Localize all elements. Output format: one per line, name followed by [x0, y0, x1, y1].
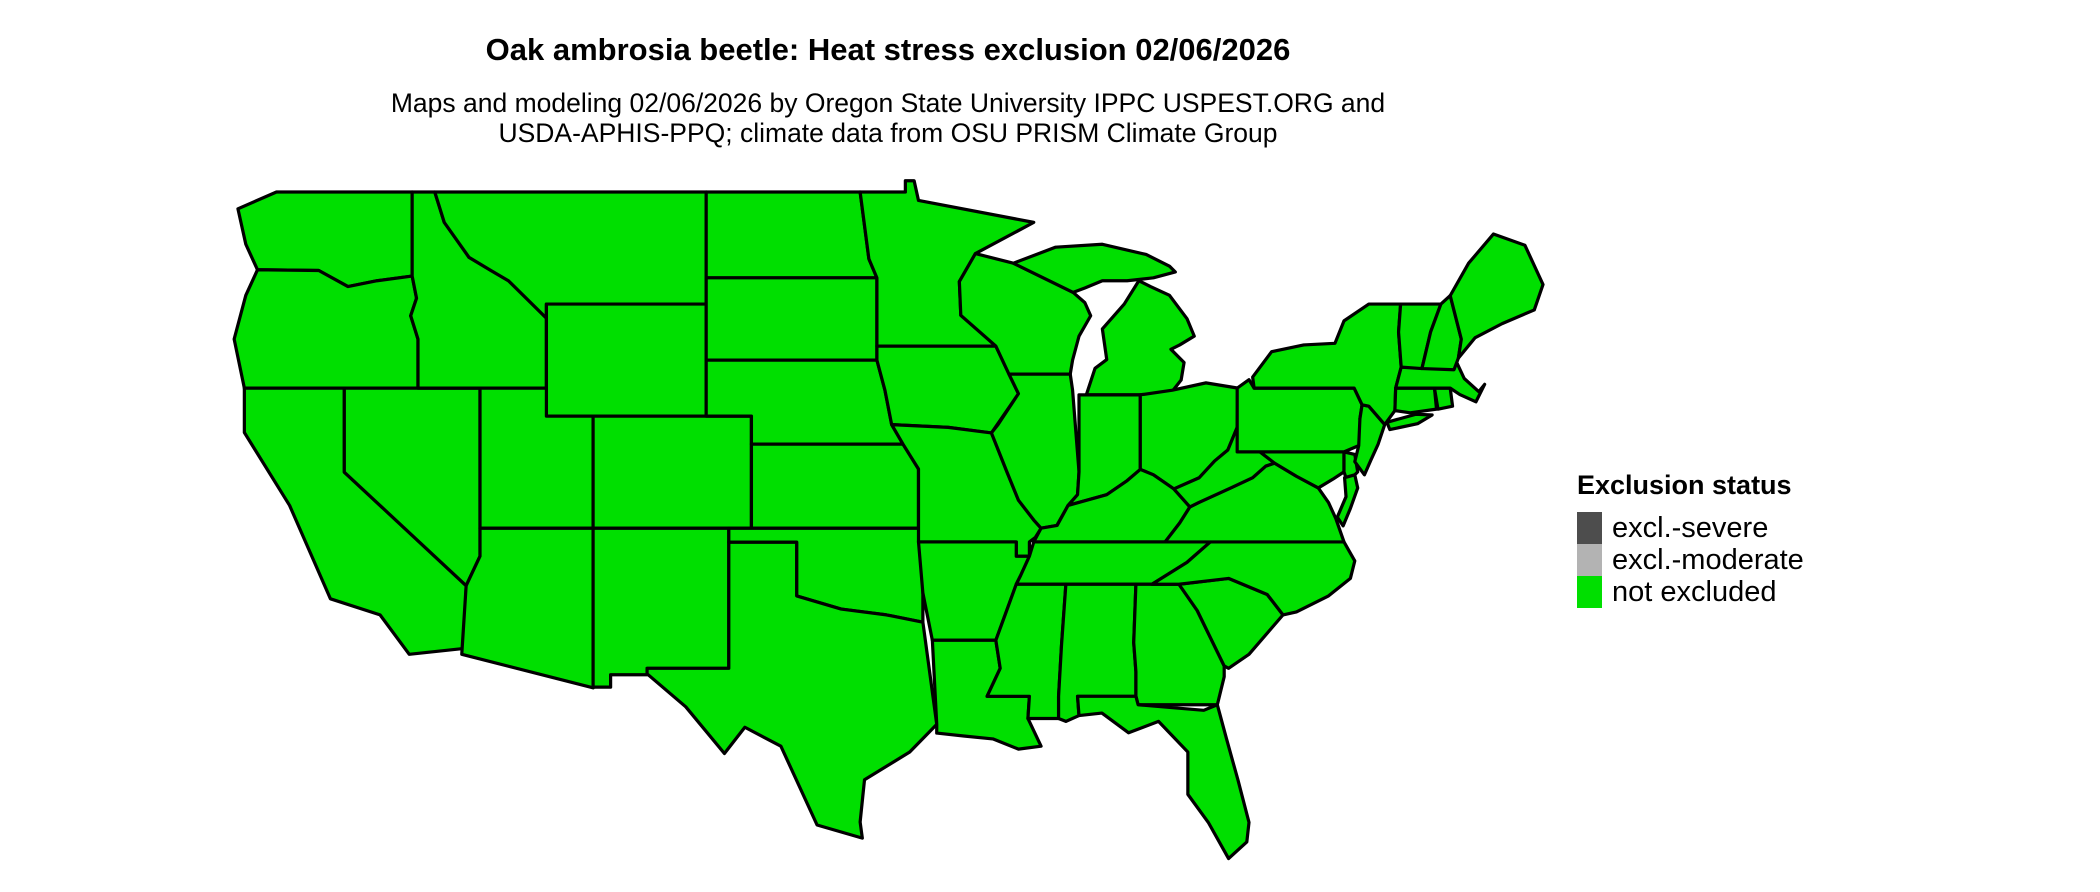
state-nm — [591, 526, 731, 689]
subtitle-line-2: USDA-APHIS-PPQ; climate data from OSU PR… — [498, 118, 1278, 149]
subtitle: Maps and modeling 02/06/2026 by Oregon S… — [180, 88, 1596, 148]
state-mi — [1084, 279, 1196, 397]
legend-row: not excluded — [1577, 576, 1804, 608]
state-fl — [1075, 694, 1251, 861]
state-wy — [544, 302, 708, 418]
state-co — [591, 414, 754, 530]
legend-row: excl.-moderate — [1577, 544, 1804, 576]
legend-label: excl.-moderate — [1612, 544, 1804, 576]
state-pa — [1235, 378, 1370, 454]
legend-heading: Exclusion status — [1577, 470, 1792, 500]
state-nd — [704, 190, 879, 280]
state-tx — [645, 540, 939, 840]
state-ks — [749, 442, 921, 530]
state-me — [1448, 232, 1545, 360]
legend-swatch-excl-severe — [1577, 512, 1602, 544]
state-or — [232, 268, 420, 390]
state-az — [460, 526, 595, 690]
legend-rows: excl.-severe excl.-moderate not excluded — [1577, 512, 1804, 608]
legend-row: excl.-severe — [1577, 512, 1804, 544]
state-ri — [1432, 386, 1455, 411]
legend-swatch-not-excluded — [1577, 576, 1602, 608]
title-block: Oak ambrosia beetle: Heat stress exclusi… — [180, 0, 1596, 148]
page-title: Oak ambrosia beetle: Heat stress exclusi… — [485, 32, 1291, 67]
state-delmarva — [1335, 473, 1360, 528]
state-sd — [704, 276, 879, 362]
legend-label: not excluded — [1612, 576, 1777, 608]
state-ct — [1393, 386, 1439, 415]
legend: Exclusion status excl.-severe excl.-moder… — [1577, 470, 1804, 608]
legend-label: excl.-severe — [1612, 512, 1769, 544]
state-ia — [875, 344, 1021, 435]
state-mi-upper — [1011, 242, 1177, 295]
us-map — [232, 179, 1545, 861]
legend-swatch-excl-moderate — [1577, 544, 1602, 576]
state-nc — [1150, 540, 1357, 617]
subtitle-line-1: Maps and modeling 02/06/2026 by Oregon S… — [390, 88, 1386, 119]
state-ny-long-island — [1385, 412, 1434, 432]
